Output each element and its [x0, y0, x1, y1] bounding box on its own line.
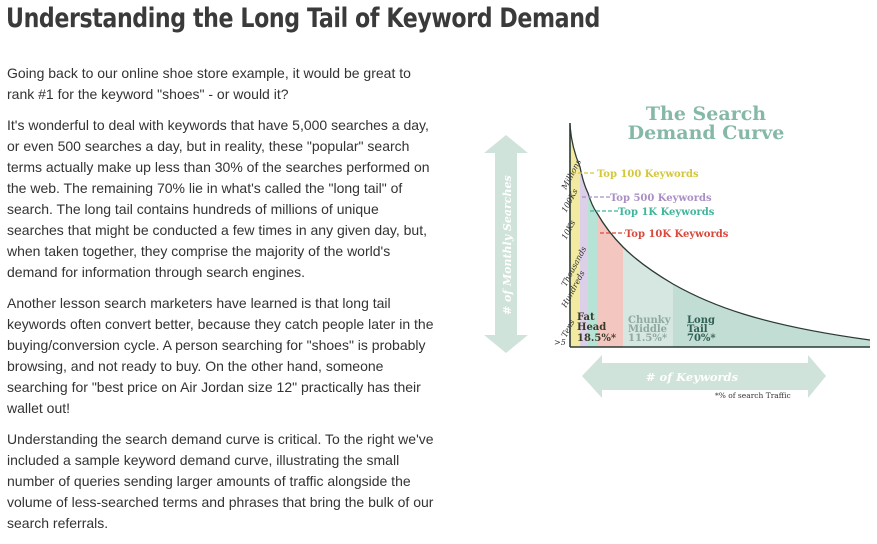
segment-long-tail-share: 70%* — [687, 333, 716, 344]
y-axis-arrow-label: # of Monthly Searches — [501, 175, 514, 315]
callout-top-500: Top 500 Keywords — [610, 193, 712, 204]
segment-chunky-middle-share: 11.5%* — [628, 333, 668, 344]
page-title: Understanding the Long Tail of Keyword D… — [6, 3, 601, 34]
x-axis-arrow-label: # of Keywords — [646, 370, 739, 384]
article-body: Going back to our online shoe store exam… — [7, 63, 437, 544]
paragraph-demand-curve: Understanding the search demand curve is… — [7, 431, 434, 531]
region-top-1k — [588, 193, 597, 347]
demand-curve-graphic: The Search Demand Curve # of Monthly Sea… — [484, 103, 870, 400]
y-axis-arrow: # of Monthly Searches — [484, 135, 528, 353]
segment-fat-head-line1: Fat — [577, 312, 595, 323]
x-axis-arrow: # of Keywords — [582, 355, 826, 398]
footnote: *% of search Traffic — [715, 391, 791, 400]
segment-fat-head-line2: Head — [577, 322, 606, 333]
region-top-10k — [597, 213, 623, 347]
figure-title-line2: Demand Curve — [628, 122, 785, 144]
segment-fat-head-share: 18.5%* — [577, 333, 617, 344]
segment-chunky-middle-line2: Middle — [628, 324, 667, 335]
region-chunky-middle — [623, 247, 673, 347]
demand-curve-line — [569, 124, 870, 341]
callout-top-100: Top 100 Keywords — [597, 169, 699, 180]
region-top-100 — [570, 125, 580, 347]
search-demand-curve-figure: The Search Demand Curve # of Monthly Sea… — [470, 95, 870, 415]
y-tick-less-than-5: >5 — [554, 338, 566, 347]
callout-top-1k: Top 1K Keywords — [618, 207, 715, 218]
region-top-500 — [580, 167, 588, 347]
paragraph-conversion: Another lesson search marketers have lea… — [7, 295, 434, 416]
segment-long-tail-line2: Tail — [687, 324, 708, 335]
callout-top-10k: Top 10K Keywords — [625, 229, 729, 240]
paragraph-popular-terms: It's wonderful to deal with keywords tha… — [7, 117, 430, 280]
paragraph-intro: Going back to our online shoe store exam… — [7, 65, 411, 102]
figure-title-line1: The Search — [646, 103, 766, 125]
region-long-tail — [673, 284, 870, 347]
segment-chunky-middle-line1: Chunky — [628, 315, 672, 326]
segment-long-tail-line1: Long — [687, 315, 715, 326]
